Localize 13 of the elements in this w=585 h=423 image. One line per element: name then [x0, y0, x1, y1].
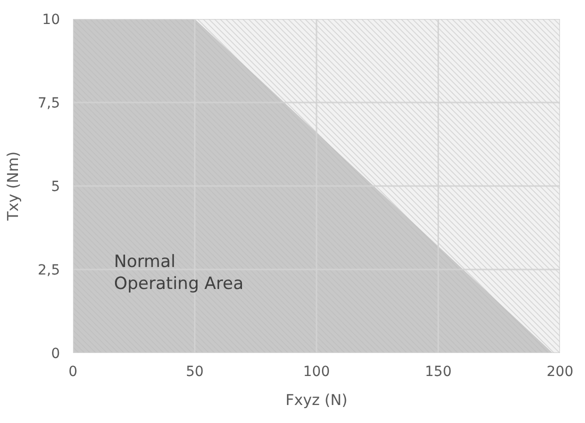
x-tick-label: 200 — [546, 364, 574, 380]
x-tick-label: 150 — [424, 364, 452, 380]
x-tick-label: 0 — [68, 364, 78, 380]
y-tick-label: 10 — [42, 12, 60, 28]
x-axis-title: Fxyz (N) — [286, 391, 348, 409]
x-tick-label: 50 — [186, 364, 204, 380]
y-tick-label: 7,5 — [38, 95, 60, 112]
y-tick-label: 2,5 — [38, 262, 60, 278]
y-tick-label: 0 — [51, 346, 60, 362]
y-axis-title: Txy (Nm) — [4, 151, 22, 222]
annotation: Normal Operating Area — [114, 252, 244, 294]
x-tick-label: 100 — [303, 364, 330, 380]
y-tick-label: 5 — [51, 178, 60, 195]
